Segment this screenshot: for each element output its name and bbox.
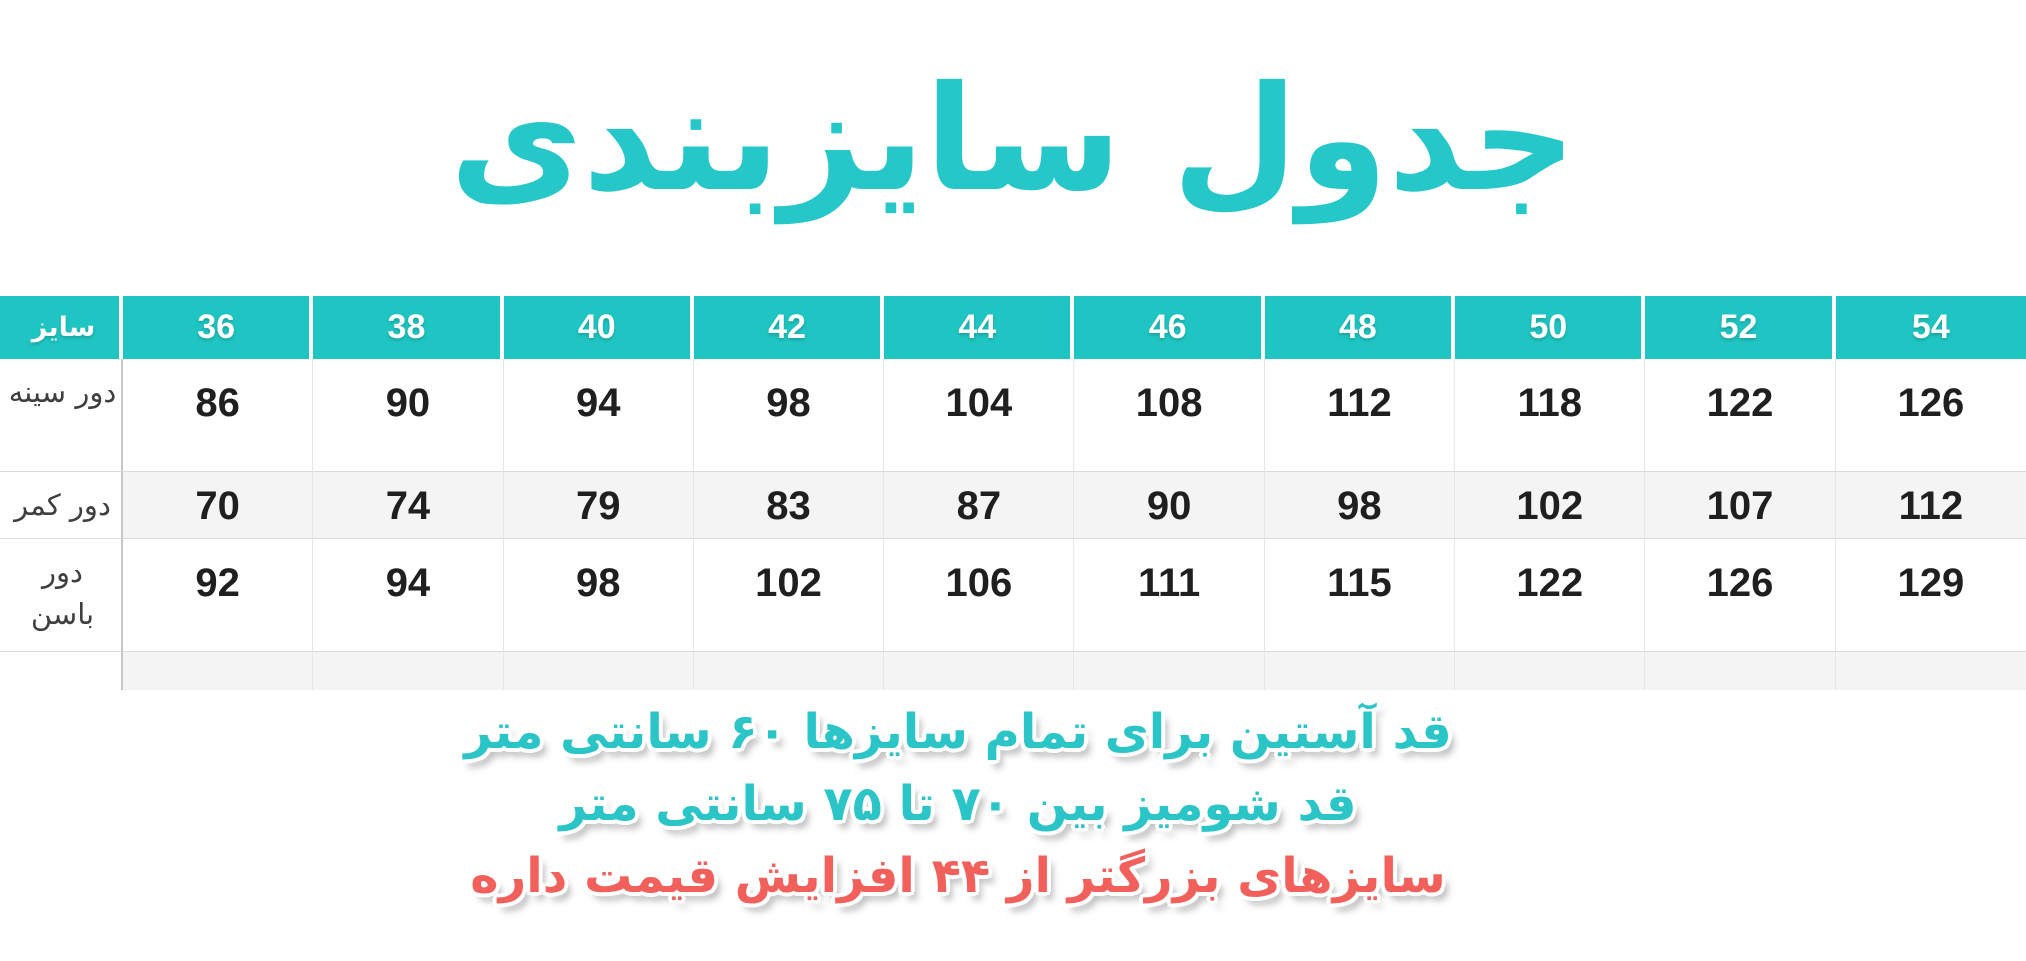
size-cell-empty bbox=[1835, 652, 2026, 690]
header-size-cell: 42 bbox=[693, 296, 885, 359]
size-cell: 111 bbox=[1074, 539, 1265, 652]
size-cell: 98 bbox=[693, 359, 885, 472]
header-size-cell: 38 bbox=[313, 296, 504, 359]
size-cell: 94 bbox=[503, 359, 694, 472]
header-size-cell: 54 bbox=[1835, 296, 2026, 359]
size-cell: 79 bbox=[503, 472, 694, 539]
note-shirt-length: قد شومیز بین ۷۰ تا ۷۵ سانتی متر bbox=[559, 776, 1357, 832]
row-partial-cropped bbox=[0, 652, 2026, 690]
header-row: سایز 36 38 40 42 44 46 48 50 52 54 bbox=[0, 296, 2026, 359]
size-cell: 115 bbox=[1264, 539, 1456, 652]
size-cell-empty bbox=[0, 652, 123, 690]
header-size-cell: 40 bbox=[503, 296, 694, 359]
size-cell: 102 bbox=[1455, 472, 1646, 539]
size-cell: 118 bbox=[1455, 359, 1646, 472]
size-cell: 90 bbox=[1074, 472, 1265, 539]
title-area: جدول سایزبندی bbox=[0, 0, 2026, 296]
size-cell: 129 bbox=[1835, 539, 2026, 652]
size-cell-empty bbox=[1264, 652, 1456, 690]
size-cell: 74 bbox=[313, 472, 504, 539]
size-cell: 90 bbox=[313, 359, 504, 472]
size-cell: 112 bbox=[1264, 359, 1456, 472]
note-sleeve-length: قد آستین برای تمام سایزها ۶۰ سانتی متر bbox=[464, 704, 1452, 760]
size-cell: 102 bbox=[693, 539, 885, 652]
size-cell: 86 bbox=[123, 359, 314, 472]
size-cell: 106 bbox=[884, 539, 1075, 652]
row-hip: دور باسن 92 94 98 102 106 111 115 122 12… bbox=[0, 539, 2026, 652]
header-size-cell: 46 bbox=[1074, 296, 1265, 359]
header-size-cell: 50 bbox=[1455, 296, 1646, 359]
size-cell: 112 bbox=[1835, 472, 2026, 539]
row-label-waist: دور کمر bbox=[0, 472, 123, 539]
size-cell: 98 bbox=[1264, 472, 1456, 539]
size-cell: 126 bbox=[1835, 359, 2026, 472]
row-waist: دور کمر 70 74 79 83 87 90 98 102 107 112 bbox=[0, 472, 2026, 539]
size-cell: 83 bbox=[693, 472, 885, 539]
size-cell-empty bbox=[884, 652, 1075, 690]
size-cell-empty bbox=[503, 652, 694, 690]
size-cell: 108 bbox=[1074, 359, 1265, 472]
size-cell-empty bbox=[313, 652, 504, 690]
size-cell: 107 bbox=[1645, 472, 1836, 539]
size-cell: 126 bbox=[1645, 539, 1836, 652]
size-cell: 70 bbox=[123, 472, 314, 539]
header-size-cell: 48 bbox=[1264, 296, 1456, 359]
row-label-chest: دور سینه bbox=[0, 359, 123, 472]
size-cell: 122 bbox=[1455, 539, 1646, 652]
note-price-increase: سایزهای بزرگتر از ۴۴ افزایش قیمت داره bbox=[470, 848, 1446, 904]
size-cell: 104 bbox=[884, 359, 1075, 472]
size-cell: 98 bbox=[503, 539, 694, 652]
size-cell-empty bbox=[1455, 652, 1646, 690]
header-size-cell: 44 bbox=[884, 296, 1075, 359]
size-cell-empty bbox=[123, 652, 314, 690]
size-cell: 122 bbox=[1645, 359, 1836, 472]
size-cell: 94 bbox=[313, 539, 504, 652]
size-cell: 87 bbox=[884, 472, 1075, 539]
size-cell-empty bbox=[693, 652, 885, 690]
size-table: سایز 36 38 40 42 44 46 48 50 52 54 دور س… bbox=[0, 296, 2026, 690]
page-title: جدول سایزبندی bbox=[449, 54, 1577, 224]
row-label-hip: دور باسن bbox=[0, 539, 123, 652]
size-cell-empty bbox=[1645, 652, 1836, 690]
notes-block: قد آستین برای تمام سایزها ۶۰ سانتی متر ق… bbox=[0, 696, 1971, 912]
size-cell-empty bbox=[1074, 652, 1265, 690]
header-size-cell: 52 bbox=[1645, 296, 1836, 359]
header-size-cell: 36 bbox=[123, 296, 314, 359]
header-size-label: سایز bbox=[0, 296, 123, 359]
size-cell: 92 bbox=[123, 539, 314, 652]
row-chest: دور سینه 86 90 94 98 104 108 112 118 122… bbox=[0, 359, 2026, 472]
